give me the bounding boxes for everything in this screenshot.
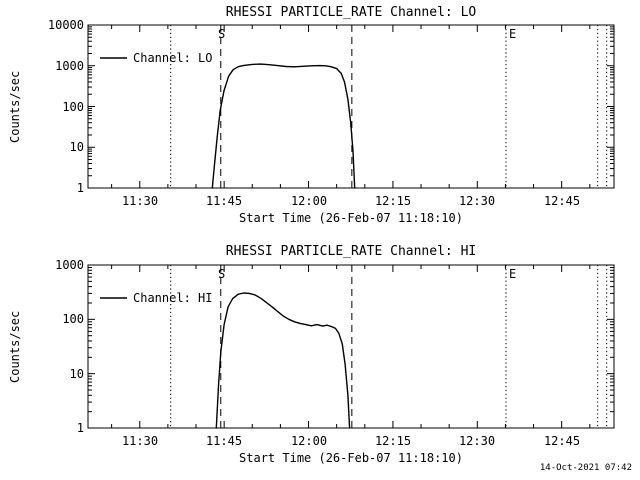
x-tick-label: 11:30: [121, 194, 159, 208]
marker-label-end: E: [509, 267, 517, 281]
marker-label-end: E: [509, 27, 517, 41]
x-tick-label: 12:15: [374, 434, 412, 448]
marker-label-start: S: [218, 267, 226, 281]
y-tick-label: 1000: [55, 258, 84, 272]
particle-rate-curve: [215, 292, 351, 429]
x-tick-label: 12:00: [290, 434, 328, 448]
chart1-legend-label: Channel: LO: [133, 51, 213, 65]
particle-rate-curve: [211, 63, 356, 189]
chart1-x-axis-label: Start Time (26-Feb-07 11:18:10): [239, 211, 463, 225]
x-tick-label: 11:45: [205, 194, 243, 208]
x-tick-label: 12:45: [543, 434, 581, 448]
chart2-legend-label: Channel: HI: [133, 291, 213, 305]
y-tick-label: 1: [76, 181, 84, 195]
marker-label-start: S: [218, 27, 226, 41]
x-tick-label: 12:45: [543, 194, 581, 208]
x-tick-label: 12:30: [458, 194, 496, 208]
y-tick-label: 10000: [47, 18, 84, 32]
chart1-title: RHESSI PARTICLE_RATE Channel: LO: [225, 5, 477, 20]
y-tick-label: 1000: [55, 59, 84, 73]
plot-timestamp: 14-Oct-2021 07:42: [539, 463, 632, 473]
x-tick-label: 12:00: [290, 194, 328, 208]
chart2-x-axis-label: Start Time (26-Feb-07 11:18:10): [239, 451, 463, 465]
y-tick-label: 100: [62, 100, 84, 114]
axes-frame: [87, 264, 615, 429]
x-tick-label: 12:30: [458, 434, 496, 448]
x-tick-label: 11:45: [205, 434, 243, 448]
y-tick-label: 10: [69, 367, 84, 381]
x-tick-label: 11:30: [121, 434, 159, 448]
chart2-title: RHESSI PARTICLE_RATE Channel: HI: [225, 244, 477, 259]
y-tick-label: 10: [69, 140, 84, 154]
x-tick-label: 12:15: [374, 194, 412, 208]
y-tick-label: 1: [76, 421, 84, 435]
y-tick-label: 100: [62, 312, 84, 326]
axes-frame: [87, 24, 615, 189]
